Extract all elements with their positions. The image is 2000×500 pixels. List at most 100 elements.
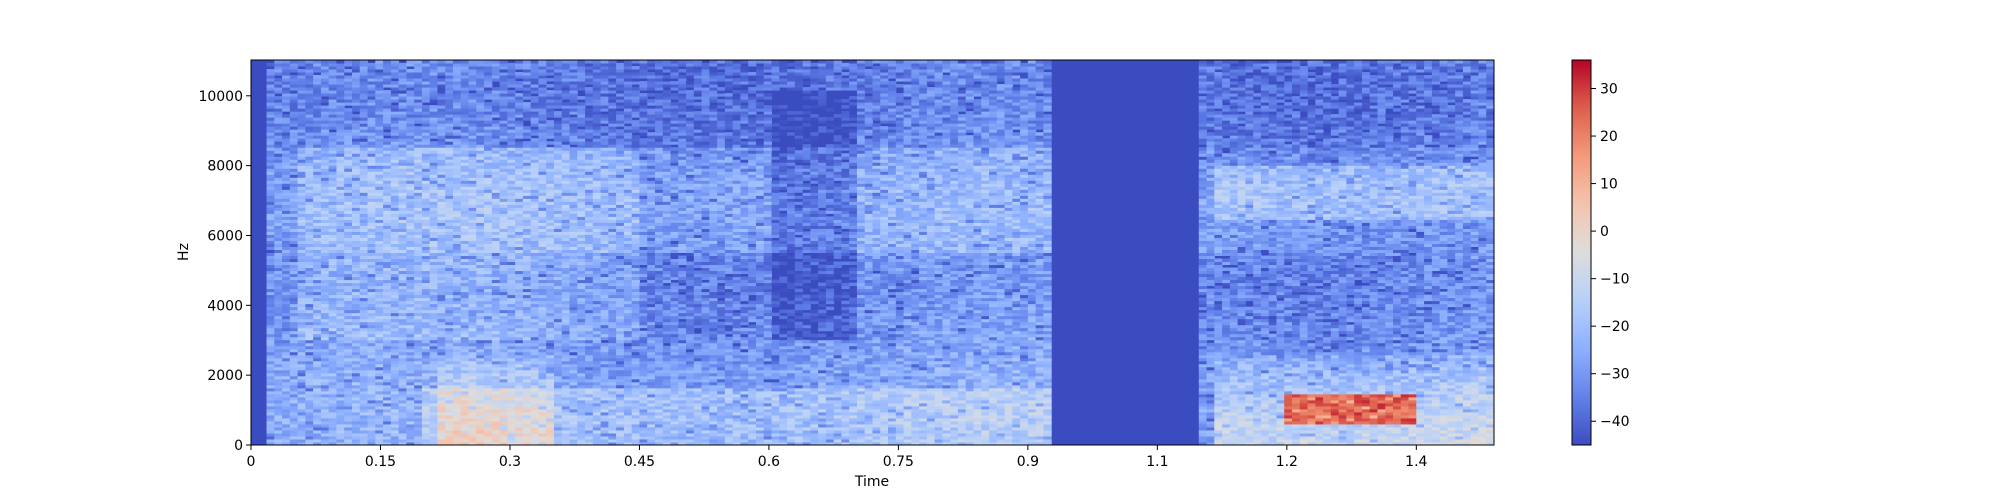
spectrogram-cell xyxy=(491,75,501,79)
spectrogram-cell xyxy=(406,429,415,434)
spectrogram-cell xyxy=(507,168,516,172)
spectrogram-cell xyxy=(421,162,431,166)
spectrogram-cell xyxy=(305,435,314,440)
spectrogram-cell xyxy=(546,222,555,226)
spectrogram-cell xyxy=(359,222,369,226)
spectrogram-cell xyxy=(344,339,353,344)
spectrogram-cell xyxy=(398,282,407,287)
spectrogram-cell xyxy=(297,345,306,350)
spectrogram-cell xyxy=(406,102,415,106)
spectrogram-cell xyxy=(421,426,431,431)
spectrogram-cell xyxy=(383,324,392,329)
spectrogram-cell xyxy=(452,117,462,121)
spectrogram-cell xyxy=(476,141,485,145)
spectrogram-cell xyxy=(305,417,314,422)
spectrogram-cell xyxy=(313,81,322,85)
spectrogram-cell xyxy=(437,150,446,154)
spectrogram-cell xyxy=(561,87,571,91)
spectrogram-cell xyxy=(553,402,563,407)
spectrogram-cell xyxy=(344,333,353,338)
spectrogram-cell xyxy=(515,306,524,311)
spectrogram-cell xyxy=(344,438,353,443)
spectrogram-cell xyxy=(476,441,485,446)
spectrogram-cell xyxy=(320,390,330,395)
spectrogram-cell xyxy=(297,222,306,226)
spectrogram-cell xyxy=(530,159,539,163)
spectrogram-cell xyxy=(569,321,578,326)
spectrogram-cell xyxy=(313,165,322,169)
spectrogram-cell xyxy=(522,429,532,434)
spectrogram-cell xyxy=(274,342,283,347)
spectrogram-cell xyxy=(538,381,547,386)
spectrogram-cell xyxy=(437,126,446,130)
spectrogram-cell xyxy=(445,168,454,172)
spectrogram-cell xyxy=(515,258,524,263)
spectrogram-cell xyxy=(297,369,306,374)
spectrogram-cell xyxy=(375,432,384,437)
spectrogram-cell xyxy=(305,270,314,275)
spectrogram-cell xyxy=(305,426,314,431)
spectrogram-cell xyxy=(476,240,485,244)
spectrogram-cell xyxy=(476,204,485,208)
spectrogram-cell xyxy=(561,138,571,142)
spectrogram-cell xyxy=(383,60,392,64)
spectrogram-cell xyxy=(289,93,299,97)
spectrogram-cell xyxy=(530,363,539,368)
spectrogram-cell xyxy=(569,438,578,443)
spectrogram-cell xyxy=(499,270,508,275)
spectrogram-cell xyxy=(351,402,361,407)
spectrogram-cell xyxy=(484,321,493,326)
spectrogram-cell xyxy=(538,207,547,211)
spectrogram-cell xyxy=(398,285,407,290)
spectrogram-cell xyxy=(266,408,275,413)
spectrogram-cell xyxy=(468,126,477,130)
spectrogram-cell xyxy=(282,213,291,217)
spectrogram-cell xyxy=(328,189,337,193)
spectrogram-cell xyxy=(351,429,361,434)
spectrogram-cell xyxy=(468,279,477,284)
spectrogram-cell xyxy=(406,189,415,193)
spectrogram-cell xyxy=(445,264,454,269)
spectrogram-cell xyxy=(553,324,563,329)
spectrogram-cell xyxy=(390,297,400,302)
spectrogram-cell xyxy=(289,75,299,79)
spectrogram-cell xyxy=(546,225,555,229)
spectrogram-cell xyxy=(336,285,345,290)
spectrogram-cell xyxy=(522,426,532,431)
spectrogram-cell xyxy=(460,321,470,326)
spectrogram-cell xyxy=(359,159,369,163)
spectrogram-cell xyxy=(437,408,446,413)
spectrogram-cell xyxy=(491,222,501,226)
spectrogram-cell xyxy=(351,399,361,404)
spectrogram-cell xyxy=(437,63,446,67)
spectrogram-cell xyxy=(421,105,431,109)
spectrogram-cell xyxy=(421,423,431,428)
spectrogram-cell xyxy=(313,387,322,392)
spectrogram-cell xyxy=(305,75,314,79)
spectrogram-cell xyxy=(313,351,322,356)
spectrogram-cell xyxy=(452,378,462,383)
spectrogram-cell xyxy=(344,93,353,97)
spectrogram-cell xyxy=(328,318,337,323)
spectrogram-cell xyxy=(437,264,446,269)
spectrogram-cell xyxy=(274,324,283,329)
spectrogram-cell xyxy=(507,441,516,446)
spectrogram-cell xyxy=(398,162,407,166)
spectrogram-cell xyxy=(414,330,423,335)
spectrogram-cell xyxy=(398,111,407,115)
spectrogram-cell xyxy=(546,234,555,238)
spectrogram-cell xyxy=(367,69,376,73)
spectrogram-cell xyxy=(445,225,454,229)
spectrogram-cell xyxy=(320,252,330,257)
spectrogram-cell xyxy=(266,108,275,112)
spectrogram-cell xyxy=(406,309,415,314)
spectrogram-cell xyxy=(499,159,508,163)
spectrogram-cell xyxy=(476,411,485,416)
spectrogram-cell xyxy=(274,363,283,368)
spectrogram-cell xyxy=(530,195,539,199)
spectrogram-cell xyxy=(538,372,547,377)
spectrogram-cell xyxy=(460,258,470,263)
spectrogram-cell xyxy=(305,339,314,344)
spectrogram-cell xyxy=(274,357,283,362)
